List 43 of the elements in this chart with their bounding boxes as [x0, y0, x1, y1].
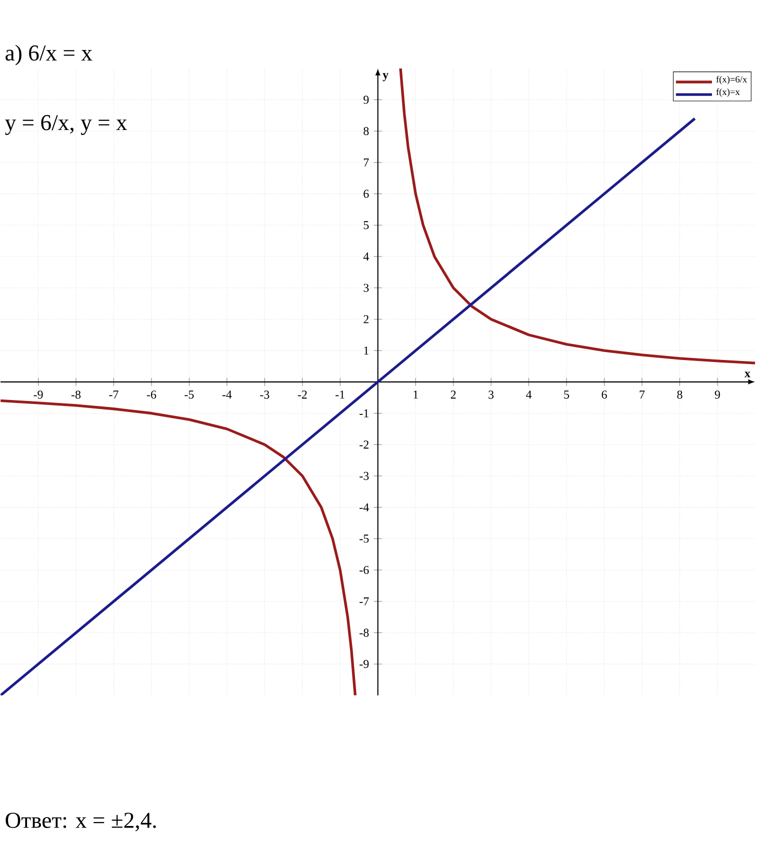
y-tick-label: 7 [364, 158, 370, 166]
x-tick-label: 2 [451, 390, 456, 399]
x-tick-label: 5 [564, 390, 570, 399]
text: а) 6/x = x [6, 44, 92, 66]
x-tick-label: 9 [715, 390, 720, 399]
y-tick-label: -9 [360, 660, 369, 668]
x-tick-label: -7 [109, 390, 119, 398]
x-tick-label: 3 [488, 390, 494, 399]
y-tick-label: 3 [364, 284, 369, 292]
x-tick-label: 4 [526, 390, 532, 399]
x-tick-label: -5 [184, 390, 194, 399]
y-tick-label: -8 [360, 628, 369, 637]
y-tick-label: -7 [360, 597, 370, 606]
y-tick-label: 8 [364, 127, 369, 136]
text: Ответ: x = ±2,4. [6, 812, 156, 832]
x-tick-label: 7 [640, 390, 645, 398]
y-tick-label: -6 [360, 566, 370, 574]
y-tick-label: 6 [364, 190, 370, 198]
y-tick-label: -2 [360, 440, 369, 449]
x-tick-label: 1 [414, 390, 418, 399]
x-tick-label: -8 [72, 390, 81, 399]
y-tick-label: -4 [360, 503, 370, 512]
x-tick-label: 8 [677, 390, 683, 399]
x-axis-title: x [744, 372, 751, 378]
x-tick-label: -1 [336, 390, 345, 399]
x-tick-label: -4 [222, 390, 232, 399]
y-tick-label: 9 [364, 96, 369, 104]
y-tick-label: -1 [360, 409, 369, 418]
x-tick-label: -9 [34, 390, 43, 399]
legend-label: f(x)=6/x [716, 76, 748, 84]
x-tick-label: -2 [298, 390, 307, 399]
y-tick-label: 1 [364, 346, 369, 355]
y-axis-title: y [382, 73, 389, 82]
y-tick-label: -5 [360, 534, 369, 543]
y-tick-label: 4 [364, 252, 370, 260]
annotation: y = 6/x, y = x [5, 115, 128, 135]
x-tick-label: -3 [260, 390, 270, 399]
y-tick-label: 2 [364, 315, 369, 324]
y-tick-label: -3 [360, 472, 369, 480]
x-tick-label: -6 [147, 390, 156, 399]
x-tick-label: 6 [602, 390, 608, 399]
legend-label: f(x)=x [716, 88, 740, 97]
y-tick-label: 5 [364, 221, 369, 230]
